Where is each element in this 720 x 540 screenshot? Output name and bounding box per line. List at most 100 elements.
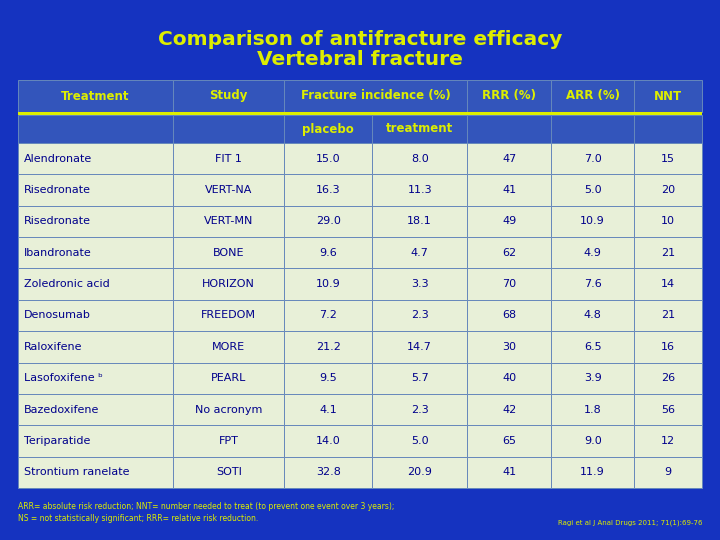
Bar <box>551 394 634 426</box>
Bar <box>18 331 173 362</box>
Text: 8.0: 8.0 <box>411 154 428 164</box>
Text: 20: 20 <box>661 185 675 195</box>
Bar <box>467 268 551 300</box>
Bar <box>372 174 467 206</box>
Bar <box>551 331 634 362</box>
Bar <box>467 457 551 488</box>
Text: 16.3: 16.3 <box>316 185 341 195</box>
Bar <box>551 457 634 488</box>
Bar <box>372 143 467 174</box>
Bar <box>634 143 702 174</box>
Text: 2.3: 2.3 <box>411 310 428 321</box>
Bar <box>284 268 372 300</box>
Text: 3.3: 3.3 <box>411 279 428 289</box>
Bar <box>284 300 372 331</box>
Bar <box>551 80 634 112</box>
Bar <box>372 426 467 457</box>
Bar <box>467 300 551 331</box>
Bar <box>551 237 634 268</box>
Bar <box>551 268 634 300</box>
Bar <box>467 237 551 268</box>
Text: Fracture incidence (%): Fracture incidence (%) <box>301 90 451 103</box>
Text: Lasofoxifene ᵇ: Lasofoxifene ᵇ <box>24 373 103 383</box>
Bar <box>467 80 551 112</box>
Bar <box>18 174 173 206</box>
Text: Zoledronic acid: Zoledronic acid <box>24 279 109 289</box>
Bar <box>634 268 702 300</box>
Text: SOTI: SOTI <box>216 467 242 477</box>
Bar <box>634 80 702 112</box>
Text: NS = not statistically significant; RRR= relative risk reduction.: NS = not statistically significant; RRR=… <box>18 514 258 523</box>
Bar <box>467 394 551 426</box>
Text: 15: 15 <box>661 154 675 164</box>
Text: 7.0: 7.0 <box>584 154 601 164</box>
Bar <box>634 237 702 268</box>
Text: 30: 30 <box>502 342 516 352</box>
Bar <box>173 300 284 331</box>
Text: 10.9: 10.9 <box>580 217 605 226</box>
Bar <box>634 457 702 488</box>
Bar <box>634 394 702 426</box>
Text: 3.9: 3.9 <box>584 373 601 383</box>
Text: 4.8: 4.8 <box>584 310 602 321</box>
Text: RRR (%): RRR (%) <box>482 90 536 103</box>
Text: Raloxifene: Raloxifene <box>24 342 83 352</box>
Text: 21: 21 <box>661 248 675 258</box>
Bar <box>372 362 467 394</box>
Bar <box>173 268 284 300</box>
Bar <box>18 115 173 143</box>
Bar <box>634 331 702 362</box>
Text: 62: 62 <box>502 248 516 258</box>
Bar <box>372 206 467 237</box>
Text: 5.7: 5.7 <box>411 373 428 383</box>
Text: 10: 10 <box>661 217 675 226</box>
Bar <box>551 426 634 457</box>
Bar <box>551 115 634 143</box>
Bar <box>634 362 702 394</box>
Bar <box>634 206 702 237</box>
Text: ARR (%): ARR (%) <box>566 90 620 103</box>
Text: 2.3: 2.3 <box>411 404 428 415</box>
Text: 14.7: 14.7 <box>408 342 432 352</box>
Bar <box>372 115 467 143</box>
Text: 16: 16 <box>661 342 675 352</box>
Bar <box>173 331 284 362</box>
Bar <box>467 331 551 362</box>
Text: 4.9: 4.9 <box>584 248 602 258</box>
Bar <box>173 237 284 268</box>
Bar <box>173 143 284 174</box>
Bar <box>467 174 551 206</box>
Bar <box>284 174 372 206</box>
Bar <box>18 112 702 115</box>
Text: 6.5: 6.5 <box>584 342 601 352</box>
Text: 9.0: 9.0 <box>584 436 601 446</box>
Bar <box>18 300 173 331</box>
Text: 9.6: 9.6 <box>319 248 337 258</box>
Text: Denosumab: Denosumab <box>24 310 91 321</box>
Text: Bazedoxifene: Bazedoxifene <box>24 404 99 415</box>
Bar <box>173 457 284 488</box>
Text: FIT 1: FIT 1 <box>215 154 242 164</box>
Text: placebo: placebo <box>302 123 354 136</box>
Text: BONE: BONE <box>213 248 245 258</box>
Bar <box>284 237 372 268</box>
Bar <box>467 426 551 457</box>
Bar <box>284 80 467 112</box>
Bar <box>467 362 551 394</box>
Text: PEARL: PEARL <box>211 373 246 383</box>
Text: 42: 42 <box>502 404 516 415</box>
Bar <box>18 457 173 488</box>
Bar <box>284 394 372 426</box>
Bar <box>284 115 372 143</box>
Text: VERT-NA: VERT-NA <box>205 185 253 195</box>
Text: Risedronate: Risedronate <box>24 217 91 226</box>
Text: Risedronate: Risedronate <box>24 185 91 195</box>
Text: 20.9: 20.9 <box>408 467 432 477</box>
Text: Treatment: Treatment <box>61 90 130 103</box>
Bar <box>467 115 551 143</box>
Bar <box>18 143 173 174</box>
Text: 68: 68 <box>502 310 516 321</box>
Text: Alendronate: Alendronate <box>24 154 92 164</box>
Bar <box>18 237 173 268</box>
Bar <box>18 362 173 394</box>
